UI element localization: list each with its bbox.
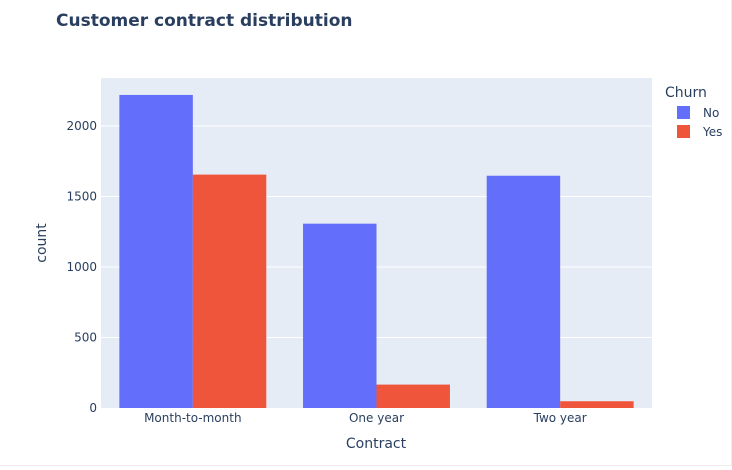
legend-swatch-yes[interactable] bbox=[677, 125, 690, 138]
legend-title: Churn bbox=[665, 85, 707, 101]
legend: Churn No Yes bbox=[665, 85, 722, 139]
y-tick-label: 1500 bbox=[66, 189, 97, 203]
legend-label-no[interactable]: No bbox=[703, 106, 719, 120]
bar-yes-month-to-month[interactable] bbox=[192, 174, 267, 408]
bar-no-month-to-month[interactable] bbox=[119, 94, 193, 408]
legend-label-yes[interactable]: Yes bbox=[702, 125, 722, 139]
bar-yes-one-year[interactable] bbox=[376, 384, 450, 408]
bar-no-one-year[interactable] bbox=[303, 223, 377, 408]
legend-swatch-no[interactable] bbox=[677, 106, 690, 119]
x-axis-title: Contract bbox=[346, 436, 407, 452]
bar-yes-two-year[interactable] bbox=[560, 401, 634, 408]
y-tick-label: 500 bbox=[74, 330, 97, 344]
y-tick-label: 2000 bbox=[66, 119, 97, 133]
bar-no-two-year[interactable] bbox=[486, 175, 561, 408]
x-tick-label: Two year bbox=[533, 411, 587, 425]
x-tick-label: Month-to-month bbox=[144, 411, 242, 425]
x-tick-label: One year bbox=[349, 411, 404, 425]
y-tick-label: 0 bbox=[89, 401, 97, 415]
y-axis-title: count bbox=[34, 223, 50, 263]
y-tick-label: 1000 bbox=[66, 260, 97, 274]
chart-title: Customer contract distribution bbox=[56, 11, 352, 31]
